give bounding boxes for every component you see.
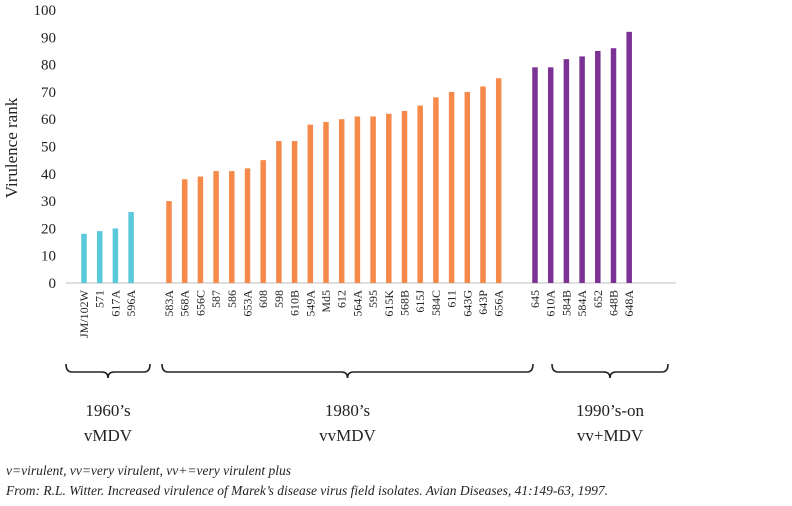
bar [81,233,87,283]
category-label: 586 [225,290,239,308]
category-label: 648A [622,290,636,317]
category-label: 653A [241,290,255,317]
group-era-label: 1960’s [85,401,130,420]
category-label: 571 [93,290,107,308]
bar [323,121,329,284]
group-era-label: 1980’s [325,401,370,420]
category-label: 584C [429,290,443,316]
y-tick-label: 60 [41,112,56,128]
category-label: 583A [162,290,176,317]
category-label: 611 [445,290,459,308]
group-bracket [551,363,669,379]
bar [480,86,486,283]
bar [307,124,314,283]
y-tick-label: 100 [34,3,57,19]
category-label: 643G [460,290,474,317]
bar [532,67,538,283]
category-label: 648B [607,290,621,316]
bar [128,212,134,283]
bar [448,91,455,284]
group-type-label: vvMDV [319,426,376,445]
group-type-label: vMDV [84,426,133,445]
bar [495,78,502,283]
bar [229,171,235,283]
group-bracket [65,363,151,379]
category-label: 584A [575,290,589,317]
y-tick-label: 10 [41,249,56,265]
category-labels: JM/102W 571 617A 596A 583A 568A 656C 587 586 653A… [77,289,636,338]
category-label: 612 [335,290,349,308]
bar [579,56,585,283]
bar [626,31,632,284]
category-label: 595 [366,290,380,308]
bar [213,171,219,283]
group-bracket [161,363,534,379]
category-label: Md5 [319,290,333,313]
bar [417,105,423,283]
bar [563,59,570,283]
bar [595,50,601,284]
category-label: 584B [559,290,573,316]
bar [547,67,554,283]
category-label: 610B [288,290,302,316]
y-tick-label: 70 [41,85,56,101]
y-tick-label: 40 [41,167,56,183]
category-label: JM/102W [77,289,91,338]
category-label: 615K [382,290,396,317]
category-label: 608 [256,290,270,308]
category-label: 615J [413,290,427,313]
group-brackets: 1960’s vMDV 1980’s vvMDV 1990’s-on vv+MDV [65,363,669,445]
y-tick-label: 80 [41,58,56,74]
bar [244,168,251,283]
category-label: 652 [591,290,605,308]
y-tick-label: 50 [41,140,56,156]
bar [464,91,471,284]
bar [338,119,345,283]
category-label: 549A [303,290,317,317]
y-tick-label: 0 [49,276,57,292]
y-tick-label: 90 [41,30,56,46]
source-footnote: From: R.L. Witter. Increased virulence o… [6,483,609,498]
category-label: 645 [528,290,542,308]
bar [181,179,188,283]
bar [96,231,103,283]
category-label: 656A [492,290,506,317]
bar [386,113,392,284]
category-label: 568A [178,290,192,317]
category-label: 568B [398,290,412,316]
bar [276,141,282,283]
category-label: 610A [544,290,558,317]
virulence-chart: 0 10 20 30 40 50 60 70 80 90 100 Virulence rank JM… [2,3,676,445]
bar [370,116,376,283]
category-label: 564A [350,290,364,317]
bar [354,116,361,283]
group-era-label: 1990’s-on [576,401,645,420]
bar [166,201,172,283]
category-label: 617A [108,290,122,317]
category-label: 596A [124,290,138,317]
category-label: 656C [193,290,207,316]
category-label: 587 [209,290,223,308]
bar [260,160,266,283]
group-type-label: vv+MDV [577,426,644,445]
bar [197,176,204,283]
bars [81,31,632,284]
y-tick-label: 30 [41,194,56,210]
bar [610,48,617,283]
category-label: 598 [272,290,286,308]
definitions-footnote: v=virulent, vv=very virulent, vv+=very v… [6,463,291,478]
bar [433,97,439,283]
bar [401,111,408,283]
y-axis-title: Virulence rank [2,97,21,198]
bar [291,141,298,283]
bar [112,228,119,283]
category-label: 643P [476,290,490,315]
y-tick-label: 20 [41,221,56,237]
